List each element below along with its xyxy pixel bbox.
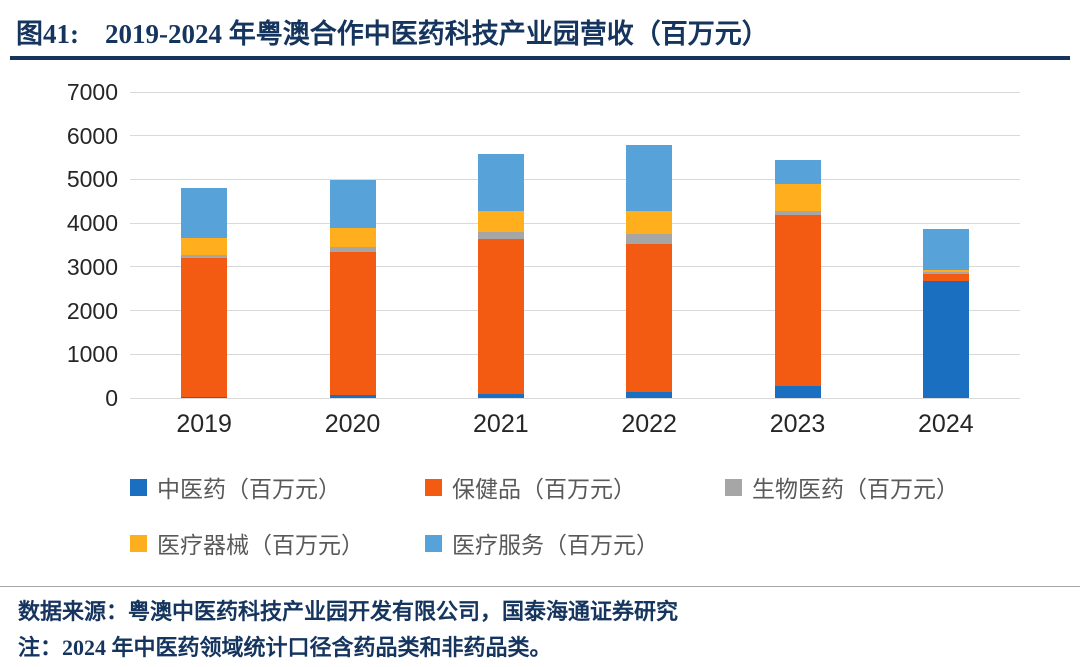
bar-segment (626, 233, 673, 245)
figure-number: 图41: (16, 19, 79, 49)
gridline (130, 266, 1020, 268)
y-axis-tick-label: 6000 (66, 122, 118, 149)
bar-segment (329, 247, 376, 252)
x-axis-label: 2022 (621, 410, 677, 438)
stacked-bar-2023 (774, 159, 821, 398)
stacked-bar-2020 (329, 180, 376, 398)
bar-segment (181, 258, 228, 398)
legend-label: 医疗器械（百万元） (157, 533, 364, 558)
gridline (130, 135, 1020, 137)
bar-segment (626, 144, 673, 212)
y-axis-tick-label: 0 (105, 385, 118, 411)
bar-segment (626, 211, 673, 234)
legend-swatch-icon (130, 534, 147, 552)
bar-segment (477, 394, 524, 398)
bar-segment (922, 269, 969, 273)
x-axis-label: 2021 (473, 410, 529, 438)
x-axis-label: 2024 (918, 410, 974, 438)
gridline (130, 310, 1020, 312)
bar-segment (774, 183, 821, 211)
legend-swatch-icon (130, 478, 147, 496)
y-axis-tick-label: 2000 (66, 297, 118, 324)
bar-segment (477, 210, 524, 233)
x-axis-label: 2020 (324, 410, 381, 438)
bar-segment (477, 232, 524, 239)
gridline (130, 178, 1020, 180)
legend-label: 医疗服务（百万元） (452, 533, 659, 558)
bar-segment (626, 391, 673, 398)
bar-segment (329, 227, 376, 248)
legend-item: 中医药（百万元） (130, 470, 425, 504)
bar-segment (774, 215, 821, 386)
legend-item: 保健品（百万元） (425, 470, 725, 504)
y-axis-tick-label: 1000 (66, 341, 118, 368)
legend-item: 医疗器械（百万元） (130, 526, 425, 560)
y-axis-tick-label: 3000 (66, 253, 118, 280)
legend-swatch-icon (725, 478, 742, 496)
bar-segment (477, 154, 524, 211)
stacked-bar-2022 (626, 144, 673, 398)
gridline (130, 91, 1020, 93)
bar-segment (329, 394, 376, 398)
x-axis-label: 2019 (176, 410, 232, 438)
legend-label: 生物医药（百万元） (752, 477, 959, 502)
bar-segment (477, 238, 524, 395)
revenue-stacked-bar-chart: 2019 2020 2021 2022 2023 2024 (130, 91, 1020, 438)
legend-item: 生物医药（百万元） (725, 470, 1025, 504)
gridline (130, 397, 1020, 399)
stacked-bar-2019 (181, 188, 228, 398)
bar-segment (774, 159, 821, 184)
bar-segment (922, 273, 969, 281)
y-axis-tick-label: 4000 (66, 210, 118, 237)
legend-swatch-icon (425, 534, 442, 552)
bar-segment (181, 188, 228, 239)
stacked-bar-2021 (477, 154, 524, 398)
bar-segment (774, 210, 821, 216)
y-axis-tick-label: 7000 (66, 79, 118, 105)
bar-segment (181, 397, 228, 398)
bar-segment (181, 238, 228, 256)
bar-segment (329, 180, 376, 228)
bar-segment (181, 255, 228, 259)
legend-label: 中医药（百万元） (157, 477, 341, 502)
legend-item: 医疗服务（百万元） (425, 526, 725, 560)
title-underline (10, 56, 1070, 60)
bar-segment (922, 280, 969, 398)
gridline (130, 222, 1020, 224)
statistics-note: 注：2024 年中医药领域统计口径含药品类和非药品类。 (18, 635, 552, 660)
figure-title: 图41: 2019-2024 年粤澳合作中医药科技产业园营收（百万元） (16, 12, 1066, 51)
legend-label: 保健品（百万元） (452, 477, 636, 502)
bar-segment (922, 229, 969, 270)
figure-title-text: 2019-2024 年粤澳合作中医药科技产业园营收（百万元） (105, 19, 769, 49)
y-axis-tick-label: 5000 (66, 166, 118, 193)
data-source-note: 数据来源：粤澳中医药科技产业园开发有限公司，国泰海通证券研究 (18, 599, 679, 624)
bar-segment (329, 251, 376, 395)
bar-segment (922, 272, 969, 274)
x-axis-label: 2023 (769, 410, 826, 438)
footer-divider (0, 586, 1080, 587)
y-axis-labels: 0 1000 2000 3000 4000 5000 6000 7000 (28, 79, 118, 411)
stacked-bar-2024 (922, 229, 969, 398)
legend-swatch-icon (425, 478, 442, 496)
bar-segment (626, 244, 673, 392)
gridline (130, 353, 1020, 355)
chart-legend: 中医药（百万元） 保健品（百万元） 生物医药（百万元） 医疗器械（百万元） 医疗服务（百… (130, 470, 1040, 560)
bar-segment (774, 385, 821, 398)
